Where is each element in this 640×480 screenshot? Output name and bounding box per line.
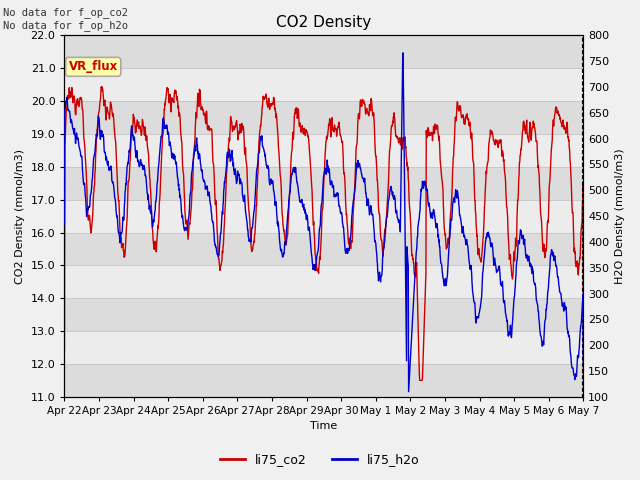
- li75_h2o: [301, 210, 308, 216]
- li75_co2: [292, 110, 300, 116]
- li75_h2o: [122, 181, 129, 187]
- Text: VR_flux: VR_flux: [68, 60, 118, 73]
- Bar: [65, 298, 584, 331]
- li75_co2: [301, 132, 309, 138]
- li75_h2o: [292, 166, 300, 171]
- Bar: [65, 200, 584, 232]
- li75_co2: [61, 348, 68, 353]
- Bar: [65, 331, 584, 364]
- li75_co2: [580, 372, 588, 377]
- Legend: li75_co2, li75_h2o: li75_co2, li75_h2o: [215, 448, 425, 471]
- Bar: [65, 167, 584, 200]
- Bar: [65, 265, 584, 298]
- Line: li75_co2: li75_co2: [65, 86, 584, 380]
- Bar: [65, 68, 584, 101]
- Bar: [65, 101, 584, 134]
- Text: No data for f_op_co2
No data for f_op_h2o: No data for f_op_co2 No data for f_op_h2…: [3, 7, 128, 31]
- Y-axis label: CO2 Density (mmol/m3): CO2 Density (mmol/m3): [15, 149, 25, 284]
- li75_co2: [356, 99, 364, 105]
- Line: li75_h2o: li75_h2o: [65, 53, 584, 392]
- Bar: [65, 364, 584, 397]
- X-axis label: Time: Time: [310, 421, 337, 432]
- li75_h2o: [100, 150, 108, 156]
- li75_co2: [101, 97, 109, 103]
- li75_h2o: [61, 221, 68, 227]
- Title: CO2 Density: CO2 Density: [276, 15, 372, 30]
- li75_co2: [122, 231, 130, 237]
- li75_h2o: [356, 162, 364, 168]
- Y-axis label: H2O Density (mmol/m3): H2O Density (mmol/m3): [615, 148, 625, 284]
- li75_co2: [98, 84, 106, 89]
- li75_h2o: [404, 389, 412, 395]
- Bar: [65, 134, 584, 167]
- li75_co2: [416, 377, 424, 383]
- li75_h2o: [399, 50, 407, 56]
- li75_co2: [281, 237, 289, 242]
- li75_h2o: [580, 361, 588, 367]
- li75_h2o: [281, 240, 289, 246]
- Bar: [65, 232, 584, 265]
- Bar: [65, 36, 584, 68]
